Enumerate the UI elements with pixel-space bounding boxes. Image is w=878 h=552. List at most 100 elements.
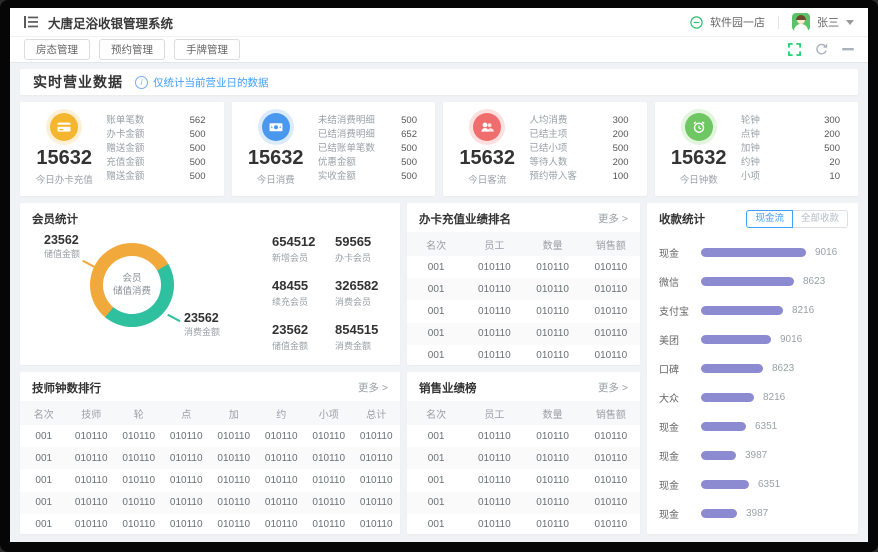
stat-item-value: 20 (829, 157, 840, 169)
bar-label: 现金 (659, 423, 679, 434)
user-name[interactable]: 张三 (817, 17, 839, 29)
stat-card-customers: 15632 今日客流 人均消费 300 已结主项 200 已结小项 500 等待人数 200 预… (443, 102, 647, 196)
member-stat-value: 854515 (335, 322, 379, 337)
stat-item-label: 办卡金额 (106, 129, 145, 141)
cell-xiao: 010110 (312, 475, 346, 486)
member-stat: 854515 消费金额 (335, 323, 392, 352)
cell-employee: 010110 (478, 283, 511, 295)
cell-dian: 010110 (169, 519, 203, 531)
cell-tech: 010110 (74, 452, 108, 464)
more-link[interactable]: 更多 > (597, 382, 628, 394)
panel-title: 会员统计 (32, 214, 78, 226)
stat-card-clocks: 15632 今日钟数 轮钟 300 点钟 200 加钟 500 约钟 20 小项 10 (654, 102, 858, 196)
member-stat-label: 办卡会员 (335, 253, 372, 263)
stat-item: 已结主项 200 (529, 130, 628, 140)
cell-employee: 010110 (478, 452, 511, 464)
bar-label: 现金 (659, 249, 679, 260)
refresh-icon[interactable] (815, 43, 828, 56)
cell-sales: 010110 (594, 306, 628, 317)
toggle-all-payments[interactable]: 全部收款 (792, 210, 848, 228)
chevron-down-icon[interactable] (846, 19, 854, 25)
menu-collapse-icon[interactable] (24, 16, 38, 28)
member-stat-value: 326582 (335, 278, 379, 293)
cell-rank: 001 (427, 497, 445, 509)
callout-line-consumed (167, 313, 181, 322)
stat-item-value: 500 (401, 171, 417, 183)
stat-item-label: 已结消费明细 (317, 129, 375, 141)
header-cell: 员工 (484, 240, 505, 252)
header-cell: 点 (181, 409, 192, 421)
fullscreen-icon[interactable] (788, 43, 801, 56)
stat-item-value: 200 (612, 157, 629, 169)
more-link[interactable]: 更多 > (597, 213, 628, 225)
stat-item: 账单笔数 562 (106, 116, 205, 126)
cell-employee: 010110 (478, 475, 511, 486)
stat-item-value: 500 (189, 129, 206, 141)
stat-item-label: 未结消费明细 (317, 115, 375, 127)
bar-label: 口碑 (659, 365, 679, 376)
bar-label: 现金 (659, 510, 679, 521)
cell-qty: 010110 (536, 261, 569, 273)
table-row: 001 010110 010110 010110 (407, 300, 640, 322)
more-link[interactable]: 更多 > (357, 382, 388, 394)
stat-item-label: 赠送金额 (106, 171, 145, 183)
table-row: 001 010110 010110 010110 (407, 514, 640, 534)
collapse-minus-icon[interactable] (842, 47, 854, 52)
cell-lun: 010110 (122, 452, 156, 464)
stat-item: 等待人数 200 (529, 158, 628, 168)
cash-icon (261, 112, 290, 141)
cell-qty: 010110 (536, 497, 569, 509)
cell-qty: 010110 (536, 306, 569, 317)
main-content: 实时营业数据 i 仅统计当前营业日的数据 15632 今日办卡充值 账单笔数 56… (10, 63, 868, 542)
app-root: 大唐足浴收银管理系统 软件园一店 张三 房态管理 预约管理 手牌管理 (10, 8, 868, 542)
info-icon: i (135, 75, 148, 89)
bar-label: 大众 (659, 394, 679, 405)
table-row: 001 010110 010110 010110 (407, 425, 640, 447)
toggle-cash-flow[interactable]: 现金流 (746, 210, 793, 228)
member-stat: 59565 办卡会员 (335, 235, 392, 264)
table-header: 名次 技师 轮 点 加 约 小项 总计 (20, 401, 400, 425)
panel-title: 办卡充值业绩排名 (419, 214, 511, 226)
store-name[interactable]: 软件园一店 (710, 17, 765, 29)
stat-item-label: 点钟 (740, 129, 760, 141)
cell-jia: 010110 (217, 497, 251, 509)
payment-toggle-group: 现金流 全部收款 (746, 210, 848, 228)
bar-label: 美团 (659, 336, 679, 347)
user-avatar[interactable] (792, 13, 810, 31)
bar (701, 451, 736, 460)
panel-title: 技师钟数排行 (32, 383, 101, 395)
donut-center-line1: 会员 (122, 272, 142, 284)
tab-hand-card[interactable]: 手牌管理 (174, 39, 240, 60)
stat-item-label: 小项 (740, 171, 760, 183)
table-row: 001 010110 010110 010110 (407, 322, 640, 345)
stat-item-value: 200 (824, 129, 840, 141)
header-cell: 约 (276, 409, 287, 421)
member-stat: 326582 消费会员 (335, 279, 392, 308)
payment-bar-row: 大众 8216 (659, 383, 848, 412)
card-recharge-rank-panel: 办卡充值业绩排名 更多 > 名次 员工 数量 销售额 001 010110 01011… (407, 203, 640, 365)
callout-value: 23562 (184, 311, 219, 325)
tab-reservation[interactable]: 预约管理 (99, 39, 165, 60)
table-header: 名次 员工 数量 销售额 (407, 401, 640, 425)
stat-item-label: 加钟 (740, 143, 760, 155)
stat-item-label: 账单笔数 (106, 115, 145, 127)
bar-value: 3987 (746, 508, 769, 519)
bar-label: 现金 (659, 481, 679, 492)
tab-room-status[interactable]: 房态管理 (24, 39, 90, 60)
member-stat: 48455 续充会员 (272, 279, 329, 308)
bar-label: 现金 (659, 452, 679, 463)
bar (701, 364, 763, 373)
stat-item-value: 500 (401, 115, 417, 127)
cell-employee: 010110 (478, 430, 511, 442)
header-cell: 轮 (133, 409, 144, 421)
header-cell: 名次 (33, 409, 54, 421)
cell-sales: 010110 (594, 261, 628, 273)
bar-value: 8216 (792, 305, 815, 316)
bar-value: 6351 (758, 479, 781, 490)
stat-item: 优惠金额 500 (318, 158, 417, 168)
cell-yue: 010110 (264, 452, 298, 464)
stat-item-label: 实收金额 (317, 171, 356, 183)
dashboard-grid: 会员统计 会员 储值消费 23562 储值金额 23562 消费金额 (20, 203, 858, 534)
alarm-clock-icon (684, 112, 713, 141)
stat-item: 办卡金额 500 (106, 130, 205, 140)
